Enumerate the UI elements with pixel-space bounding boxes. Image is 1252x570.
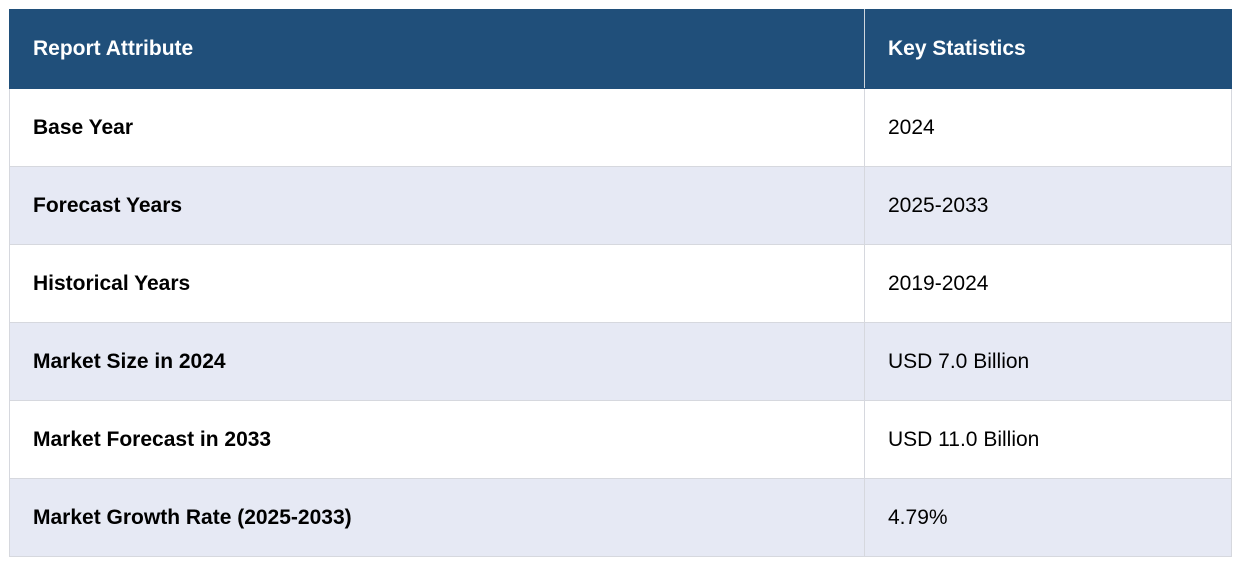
table-row: Forecast Years 2025-2033 (9, 166, 1232, 245)
header-row: Report Attribute Key Statistics (9, 9, 1232, 89)
row-attribute: Market Forecast in 2033 (9, 400, 865, 479)
row-attribute: Base Year (9, 88, 865, 167)
row-value: 2025-2033 (864, 166, 1232, 245)
row-value: 2019-2024 (864, 244, 1232, 323)
table-header: Report Attribute Key Statistics (9, 9, 1232, 89)
table-row: Market Size in 2024 USD 7.0 Billion (9, 322, 1232, 401)
row-attribute: Historical Years (9, 244, 865, 323)
row-attribute: Market Size in 2024 (9, 322, 865, 401)
row-attribute: Market Growth Rate (2025-2033) (9, 478, 865, 557)
header-report-attribute: Report Attribute (9, 9, 865, 89)
table-row: Market Forecast in 2033 USD 11.0 Billion (9, 400, 1232, 479)
table-row: Market Growth Rate (2025-2033) 4.79% (9, 478, 1232, 557)
report-statistics-table: Report Attribute Key Statistics Base Yea… (9, 9, 1232, 557)
row-value: USD 11.0 Billion (864, 400, 1232, 479)
row-attribute: Forecast Years (9, 166, 865, 245)
row-value: 4.79% (864, 478, 1232, 557)
row-value: 2024 (864, 88, 1232, 167)
report-statistics-table-container: Report Attribute Key Statistics Base Yea… (9, 9, 1232, 557)
header-key-statistics: Key Statistics (864, 9, 1232, 89)
table-row: Base Year 2024 (9, 88, 1232, 167)
table-body: Base Year 2024 Forecast Years 2025-2033 … (9, 88, 1232, 557)
table-row: Historical Years 2019-2024 (9, 244, 1232, 323)
row-value: USD 7.0 Billion (864, 322, 1232, 401)
